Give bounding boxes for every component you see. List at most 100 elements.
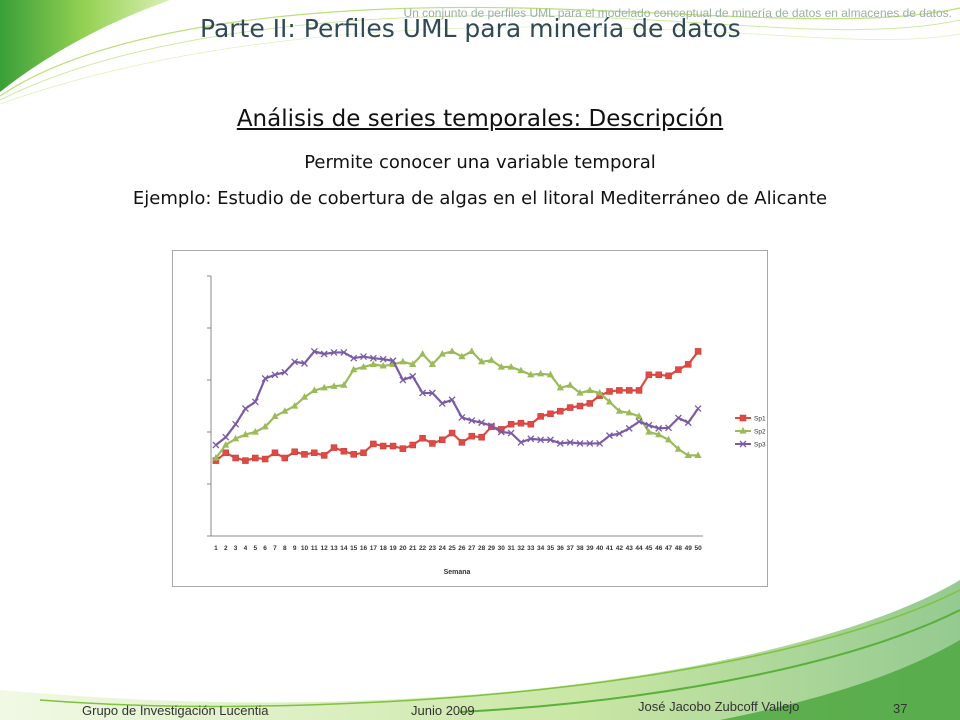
- series-sp3-point: [556, 439, 564, 447]
- series-sp3-point: [419, 389, 427, 397]
- x-tick-label: 34: [537, 545, 545, 552]
- x-tick-label: 25: [448, 545, 456, 552]
- x-tick-label: 15: [350, 545, 358, 552]
- x-tick-label: 17: [370, 545, 378, 552]
- series-sp1-point: [576, 402, 584, 410]
- series-sp2-point: [576, 389, 584, 396]
- series-sp1-point: [232, 454, 239, 462]
- series-sp1-point: [586, 400, 594, 407]
- series-sp3-point: [291, 358, 299, 366]
- series-sp3-point: [438, 399, 446, 407]
- series-sp2-point: [537, 369, 545, 377]
- series-sp1-point: [311, 449, 318, 457]
- series-sp2-point: [674, 445, 682, 452]
- series-sp1-point: [291, 448, 298, 456]
- series-sp2-point: [212, 454, 220, 461]
- series-sp3-point: [261, 374, 269, 382]
- series-sp3-point: [301, 359, 308, 367]
- series-sp1-point: [458, 439, 466, 446]
- series-sp3-point: [389, 357, 397, 365]
- series-sp2-point: [615, 407, 623, 414]
- series-sp2-point: [664, 435, 673, 443]
- series-sp2-point: [261, 422, 269, 430]
- series-sp1-point: [252, 454, 259, 462]
- series-sp2-point: [369, 360, 377, 367]
- series-sp2-point: [645, 428, 653, 435]
- series-sp2-point: [497, 363, 505, 370]
- legend-sp2-point: [739, 427, 747, 434]
- legend-sp1-point: [739, 414, 747, 422]
- series-sp1-point: [468, 432, 476, 440]
- series-sp3-point: [625, 424, 633, 432]
- series-sp3-point: [487, 422, 495, 430]
- series-sp1-point: [478, 433, 485, 441]
- x-tick-label: 21: [409, 545, 417, 552]
- x-tick-label: 14: [340, 545, 348, 552]
- example-line: Ejemplo: Estudio de cobertura de algas e…: [132, 188, 828, 209]
- series-sp3-point: [596, 439, 604, 447]
- legend-sp3-point: [739, 440, 747, 448]
- x-tick-label: 4: [244, 545, 248, 552]
- series-sp3-point: [271, 371, 279, 379]
- legend-sp3-label: Sp3: [754, 442, 766, 449]
- x-tick-label: 50: [694, 545, 702, 552]
- series-sp2-point: [566, 381, 574, 388]
- series-sp1-point: [389, 442, 397, 450]
- series-sp2-point: [359, 363, 368, 370]
- x-tick-label: 47: [665, 545, 673, 552]
- series-sp2-point: [684, 451, 692, 458]
- series-sp3-point: [428, 389, 436, 397]
- series-sp1-point: [547, 410, 554, 418]
- series-sp2-point: [487, 356, 496, 363]
- series-sp3-point: [232, 420, 240, 428]
- legend-sp2-label: Sp2: [754, 429, 766, 436]
- x-tick-label: 10: [301, 545, 309, 552]
- series-sp1-point: [340, 447, 348, 455]
- series-sp3-point: [281, 368, 289, 376]
- x-tick-label: 44: [635, 545, 643, 552]
- series-sp2-point: [409, 360, 417, 367]
- series-sp2-point: [438, 350, 446, 357]
- series-sp2: [212, 347, 702, 461]
- footer-date: Junio 2009: [411, 703, 475, 718]
- series-sp2-point: [468, 347, 476, 354]
- series-sp2-point: [271, 412, 279, 419]
- series-sp1-point: [645, 371, 653, 379]
- series-sp3-point: [517, 438, 525, 446]
- series-sp2-point: [507, 363, 515, 370]
- x-tick-label: 39: [586, 545, 594, 552]
- series-sp3-point: [379, 355, 387, 363]
- x-tick-label: 31: [508, 545, 516, 552]
- series-sp1-point: [655, 371, 662, 379]
- x-tick-label: 3: [234, 545, 238, 552]
- series-sp3-point: [684, 419, 692, 427]
- series-sp3-point: [448, 396, 456, 404]
- series-sp3-point: [537, 436, 545, 444]
- x-tick-label: 9: [293, 545, 297, 552]
- page-number: 37: [893, 701, 908, 716]
- x-tick-label: 5: [253, 545, 257, 552]
- series-sp3-point: [606, 432, 613, 440]
- series-sp1-point: [242, 457, 249, 464]
- x-tick-label: 20: [399, 545, 407, 552]
- x-tick-label: 37: [567, 545, 575, 552]
- x-tick-label: 18: [380, 545, 388, 552]
- x-tick-label: 1: [214, 545, 218, 552]
- series-sp3-point: [320, 350, 328, 358]
- series-sp3-point: [478, 419, 486, 427]
- series-sp2-point: [556, 383, 564, 391]
- series-sp3-point: [566, 438, 574, 446]
- x-tick-label: 7: [273, 545, 277, 552]
- series-sp2-point: [399, 357, 407, 365]
- series-sp3-point: [360, 353, 367, 361]
- bottom-swoosh: [0, 580, 960, 720]
- x-tick-label: 8: [283, 545, 287, 552]
- x-tick-label: 36: [557, 545, 565, 552]
- x-tick-label: 27: [468, 545, 476, 552]
- series-sp1-point: [370, 440, 377, 448]
- series-sp3-point: [310, 347, 318, 355]
- series-sp1-point: [517, 419, 525, 427]
- series-sp3-point: [665, 424, 673, 432]
- series-sp2-point: [478, 357, 486, 365]
